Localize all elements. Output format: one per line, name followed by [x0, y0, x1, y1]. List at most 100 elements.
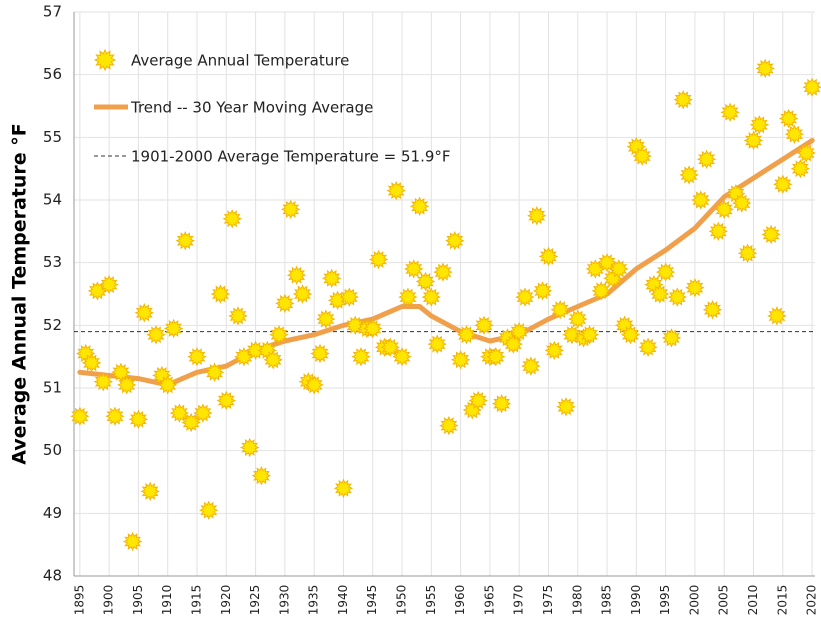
y-tick-label: 52 [43, 316, 62, 334]
sun-point [667, 287, 687, 307]
sun-point [310, 343, 330, 364]
x-tick-label: 1980 [570, 585, 584, 616]
legend-icon [93, 48, 117, 72]
sun-point [409, 196, 430, 217]
legend-label: 1901-2000 Average Temperature = 51.9°F [131, 148, 451, 166]
x-tick-label: 1915 [190, 585, 204, 616]
sun-point [398, 287, 418, 307]
sun-point [538, 246, 559, 267]
sun-point [720, 102, 740, 123]
y-tick-label: 55 [43, 128, 62, 146]
x-tick-label: 1985 [600, 585, 614, 616]
y-axis-title: Average Annual Temperature °F [9, 123, 31, 465]
sun-point [392, 346, 412, 367]
sun-point [468, 390, 488, 411]
sun-point [386, 180, 406, 201]
sun-point [380, 337, 401, 358]
sun-point [579, 324, 600, 345]
sun-point [245, 340, 266, 361]
sun-point [784, 124, 805, 144]
x-tick-label: 2000 [687, 585, 701, 616]
y-tick-label: 56 [43, 65, 62, 83]
sun-point [204, 362, 225, 383]
sun-point [802, 77, 821, 97]
sun-point [415, 271, 436, 292]
sun-point [691, 190, 711, 210]
sun-point [749, 115, 770, 135]
sun-point [509, 321, 529, 342]
sun-point [339, 287, 360, 307]
x-tick-label: 1940 [336, 585, 350, 616]
sun-point [491, 393, 512, 414]
sun-point [456, 324, 477, 345]
sun-point [673, 89, 693, 110]
sun-point [216, 390, 237, 411]
y-tick-label: 49 [43, 504, 62, 522]
sun-point [169, 403, 190, 423]
sun-point [527, 205, 547, 226]
sun-point [304, 375, 324, 395]
sun-point [790, 158, 811, 179]
y-tick-label: 54 [43, 191, 62, 209]
y-tick-label: 53 [43, 253, 62, 271]
y-tick-label: 48 [43, 567, 62, 585]
sun-point [292, 284, 313, 304]
sun-point [439, 415, 459, 436]
sun-point [521, 356, 541, 376]
y-tick-label: 50 [43, 441, 62, 459]
sun-point [732, 193, 752, 213]
x-tick-label: 2010 [746, 585, 760, 616]
x-tick-label: 2005 [717, 585, 731, 616]
x-tick-label: 1910 [160, 585, 174, 616]
sun-point [81, 353, 102, 373]
x-tick-label: 1990 [629, 585, 643, 616]
sun-point [362, 318, 383, 339]
legend-label: Average Annual Temperature [131, 52, 349, 70]
sun-point [87, 281, 108, 301]
sun-point [187, 346, 207, 367]
sun-point [474, 315, 494, 336]
sun-point [275, 293, 295, 314]
y-tick-label: 57 [43, 3, 62, 21]
x-tick-label: 1930 [277, 585, 291, 616]
y-tick-label: 51 [43, 379, 62, 397]
sun-point [140, 481, 160, 502]
sun-point [532, 281, 553, 301]
x-tick-label: 1965 [482, 585, 496, 616]
sun-point [175, 230, 196, 251]
sun-point [251, 465, 272, 486]
sun-point [796, 143, 816, 163]
sun-point [163, 318, 184, 339]
x-tick-label: 1905 [131, 585, 145, 616]
x-tick-label: 1950 [395, 585, 409, 616]
sun-point [198, 500, 219, 520]
sun-point [568, 309, 588, 329]
sun-point [714, 199, 734, 220]
sun-point [99, 274, 119, 295]
sun-point [702, 299, 723, 320]
x-tick-label: 1995 [658, 585, 672, 616]
x-tick-label: 1920 [219, 585, 233, 616]
sun-point [708, 221, 728, 242]
sun-point [661, 328, 682, 348]
trend-line [77, 138, 815, 388]
sun-point [433, 262, 453, 282]
sun-point [679, 165, 699, 185]
sun-point [316, 309, 336, 329]
x-tick-label: 1895 [72, 585, 86, 616]
x-tick-label: 1975 [541, 585, 555, 616]
sun-point [122, 531, 143, 552]
sun-point [239, 437, 260, 458]
sun-point [333, 478, 354, 499]
sun-point [755, 58, 775, 79]
sun-point [445, 230, 465, 251]
sun-point [116, 375, 137, 395]
sun-point [515, 287, 535, 307]
sun-point [128, 409, 149, 430]
sun-point [193, 403, 213, 423]
x-tick-label: 1935 [307, 585, 321, 616]
sun-point [351, 346, 371, 367]
sun-point [234, 346, 254, 367]
sun-point [761, 224, 781, 245]
x-tick-label: 1970 [512, 585, 526, 616]
